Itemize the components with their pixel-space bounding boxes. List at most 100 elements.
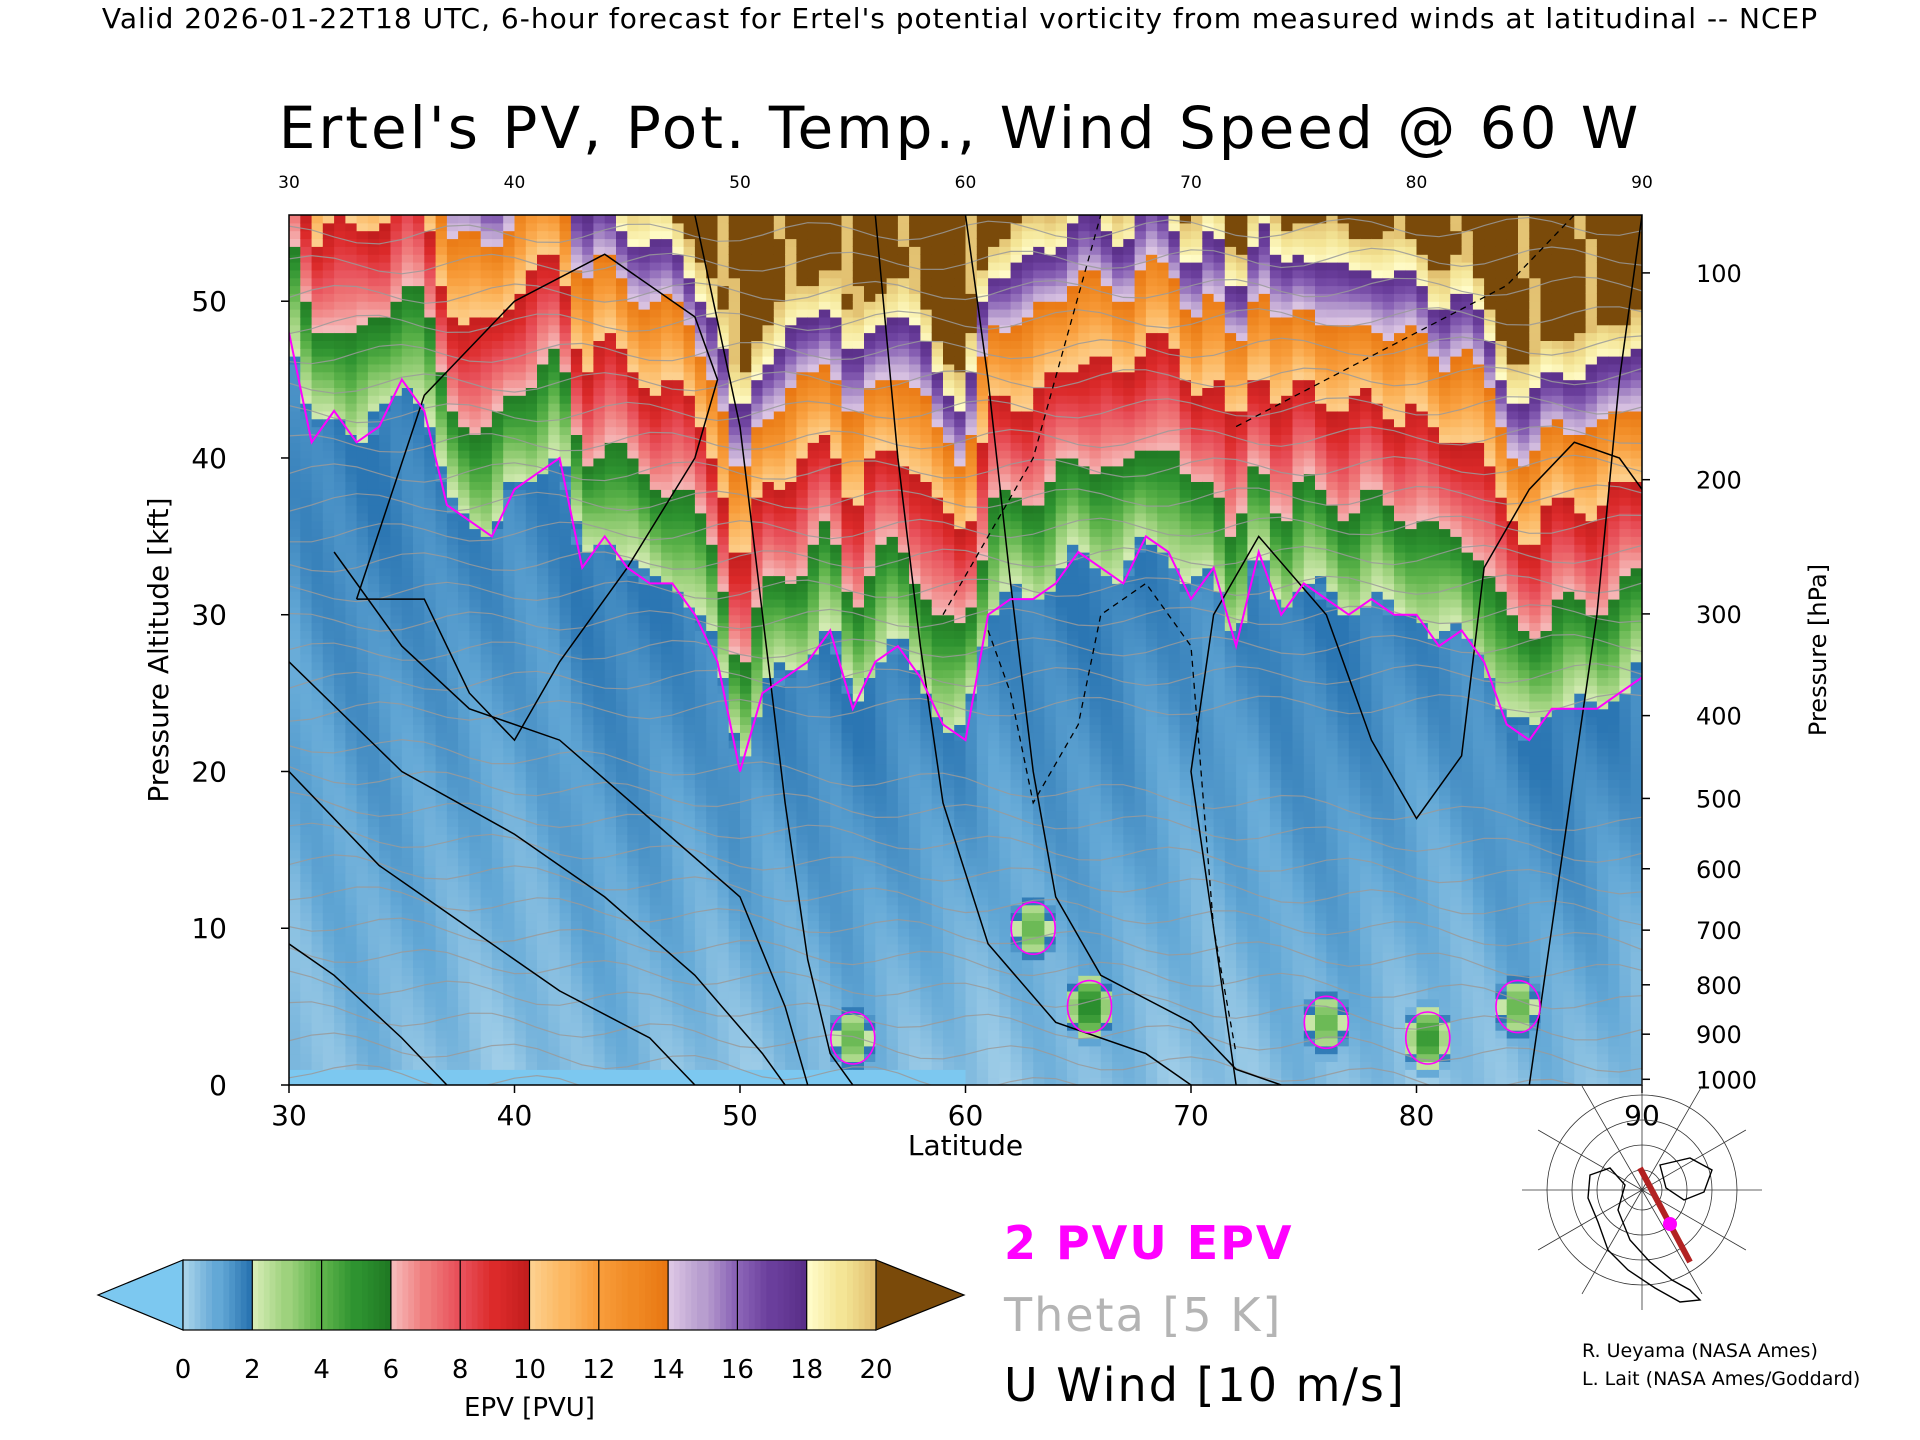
epv-cell bbox=[593, 379, 606, 388]
epv-cell bbox=[458, 332, 470, 341]
epv-cell bbox=[706, 583, 719, 592]
epv-cell bbox=[762, 230, 775, 240]
epv-cell bbox=[458, 544, 470, 553]
epv-cell bbox=[604, 1038, 617, 1047]
epv-cell bbox=[514, 1077, 527, 1085]
epv-cell bbox=[683, 755, 696, 765]
epv-cell bbox=[491, 700, 504, 710]
epv-cell bbox=[717, 842, 730, 851]
epv-cell bbox=[762, 677, 775, 686]
epv-cell bbox=[548, 246, 561, 255]
epv-cell bbox=[367, 873, 380, 882]
epv-cell bbox=[762, 732, 775, 741]
epv-cell bbox=[717, 528, 730, 537]
epv-cell bbox=[300, 254, 313, 263]
epv-cell bbox=[593, 497, 606, 506]
epv-cell bbox=[334, 740, 346, 749]
epv-cell bbox=[390, 363, 403, 373]
epv-cell bbox=[728, 301, 741, 310]
epv-cell bbox=[289, 936, 301, 945]
epv-cell bbox=[694, 661, 707, 671]
epv-cell bbox=[413, 489, 425, 498]
epv-cell bbox=[334, 371, 346, 381]
epv-cell bbox=[785, 238, 797, 247]
epv-cell bbox=[356, 975, 369, 984]
epv-cell bbox=[458, 771, 470, 780]
epv-cell bbox=[401, 536, 414, 545]
epv-cell bbox=[503, 732, 516, 741]
epv-cell bbox=[458, 316, 470, 326]
epv-cell bbox=[537, 622, 549, 631]
epv-cell bbox=[424, 912, 437, 921]
epv-cell bbox=[401, 262, 414, 271]
epv-cell bbox=[480, 481, 493, 490]
epv-cell bbox=[379, 269, 392, 279]
epv-cell bbox=[413, 403, 425, 412]
epv-cell bbox=[345, 849, 358, 859]
epv-cell bbox=[469, 269, 482, 279]
epv-cell bbox=[503, 489, 516, 498]
epv-cell bbox=[480, 740, 493, 749]
epv-cell bbox=[559, 700, 572, 710]
epv-cell bbox=[334, 842, 346, 851]
epv-cell bbox=[649, 912, 662, 921]
epv-cell bbox=[706, 418, 719, 428]
epv-cell bbox=[289, 1069, 301, 1078]
epv-cell bbox=[390, 505, 403, 514]
epv-cell bbox=[334, 959, 346, 968]
epv-cell bbox=[525, 559, 538, 569]
epv-cell bbox=[785, 426, 797, 435]
epv-cell bbox=[424, 599, 437, 608]
epv-cell bbox=[649, 771, 662, 780]
epv-cell bbox=[458, 552, 470, 561]
epv-cell bbox=[785, 316, 797, 326]
epv-cell bbox=[480, 810, 493, 820]
epv-cell bbox=[751, 1069, 764, 1078]
epv-cell bbox=[582, 591, 595, 600]
epv-cell bbox=[728, 450, 741, 459]
epv-cell bbox=[627, 277, 640, 287]
epv-cell bbox=[740, 481, 752, 490]
epv-cell bbox=[480, 505, 493, 514]
epv-cell bbox=[401, 755, 414, 765]
epv-cell bbox=[638, 700, 651, 710]
epv-cell bbox=[582, 387, 595, 396]
epv-cell bbox=[469, 1030, 482, 1039]
epv-cell bbox=[548, 332, 561, 341]
epv-cell bbox=[458, 959, 470, 968]
epv-cell bbox=[334, 544, 346, 553]
epv-cell bbox=[773, 238, 786, 247]
epv-cell bbox=[311, 1022, 324, 1031]
epv-cell bbox=[435, 716, 448, 725]
epv-cell bbox=[322, 1077, 335, 1085]
epv-cell bbox=[661, 873, 673, 882]
epv-cell bbox=[683, 818, 696, 827]
epv-cell bbox=[593, 928, 606, 937]
epv-cell bbox=[424, 246, 437, 255]
epv-cell bbox=[616, 1014, 628, 1023]
epv-cell bbox=[627, 215, 640, 224]
epv-cell bbox=[514, 975, 527, 984]
epv-cell bbox=[311, 716, 324, 725]
epv-cell bbox=[616, 544, 628, 553]
epv-cell bbox=[525, 904, 538, 914]
epv-cell bbox=[367, 661, 380, 671]
epv-cell bbox=[762, 755, 775, 765]
epv-cell bbox=[491, 653, 504, 663]
epv-cell bbox=[706, 465, 719, 475]
epv-cell bbox=[773, 606, 786, 616]
epv-cell bbox=[379, 1014, 392, 1023]
epv-cell bbox=[683, 653, 696, 663]
epv-cell bbox=[672, 732, 685, 741]
epv-cell bbox=[503, 528, 516, 537]
epv-cell bbox=[638, 426, 651, 435]
epv-cell bbox=[480, 755, 493, 765]
epv-cell bbox=[289, 1053, 301, 1062]
epv-cell bbox=[446, 920, 459, 929]
epv-cell bbox=[785, 1014, 797, 1023]
epv-cell bbox=[762, 599, 775, 608]
epv-cell bbox=[582, 316, 595, 326]
epv-cell bbox=[582, 795, 595, 804]
epv-cell bbox=[469, 528, 482, 537]
epv-cell bbox=[480, 677, 493, 686]
